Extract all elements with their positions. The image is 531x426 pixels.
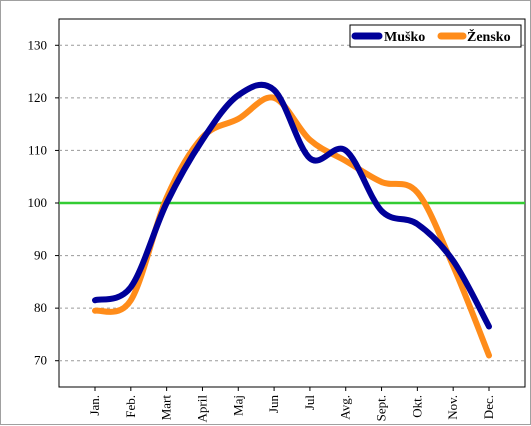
x-tick-label: Maj	[230, 395, 245, 416]
y-tick-label: 70	[34, 353, 47, 368]
x-tick-label: Dec.	[481, 395, 496, 419]
y-tick-label: 130	[28, 37, 48, 52]
legend-label-musko: Muško	[384, 30, 425, 45]
x-tick-label: Mart	[159, 395, 174, 421]
y-tick-label: 80	[34, 300, 47, 315]
x-axis-tick-labels: Jan. Feb. Mart April Maj Jun Jul Avg. Sept. Okt. N…	[87, 387, 496, 422]
x-tick-label: Jul	[302, 395, 317, 411]
x-tick-label: Okt.	[409, 395, 424, 418]
y-tick-label: 100	[28, 195, 48, 210]
x-tick-label: Feb.	[123, 395, 138, 418]
legend-label-zensko: Žensko	[467, 28, 511, 45]
y-tick-label: 110	[28, 142, 47, 157]
legend: Muško Žensko	[350, 25, 521, 47]
x-tick-label: Jun	[266, 395, 281, 414]
y-tick-label: 120	[28, 90, 48, 105]
y-tick-label: 90	[34, 248, 47, 263]
x-tick-label: Jan.	[87, 395, 102, 416]
x-tick-label: Avg.	[338, 395, 353, 420]
x-tick-label: April	[194, 395, 209, 423]
x-tick-label: Sept.	[374, 395, 389, 421]
x-tick-label: Nov.	[445, 395, 460, 420]
y-axis-tick-labels: 70 80 90 100 110 120 130	[28, 37, 48, 367]
